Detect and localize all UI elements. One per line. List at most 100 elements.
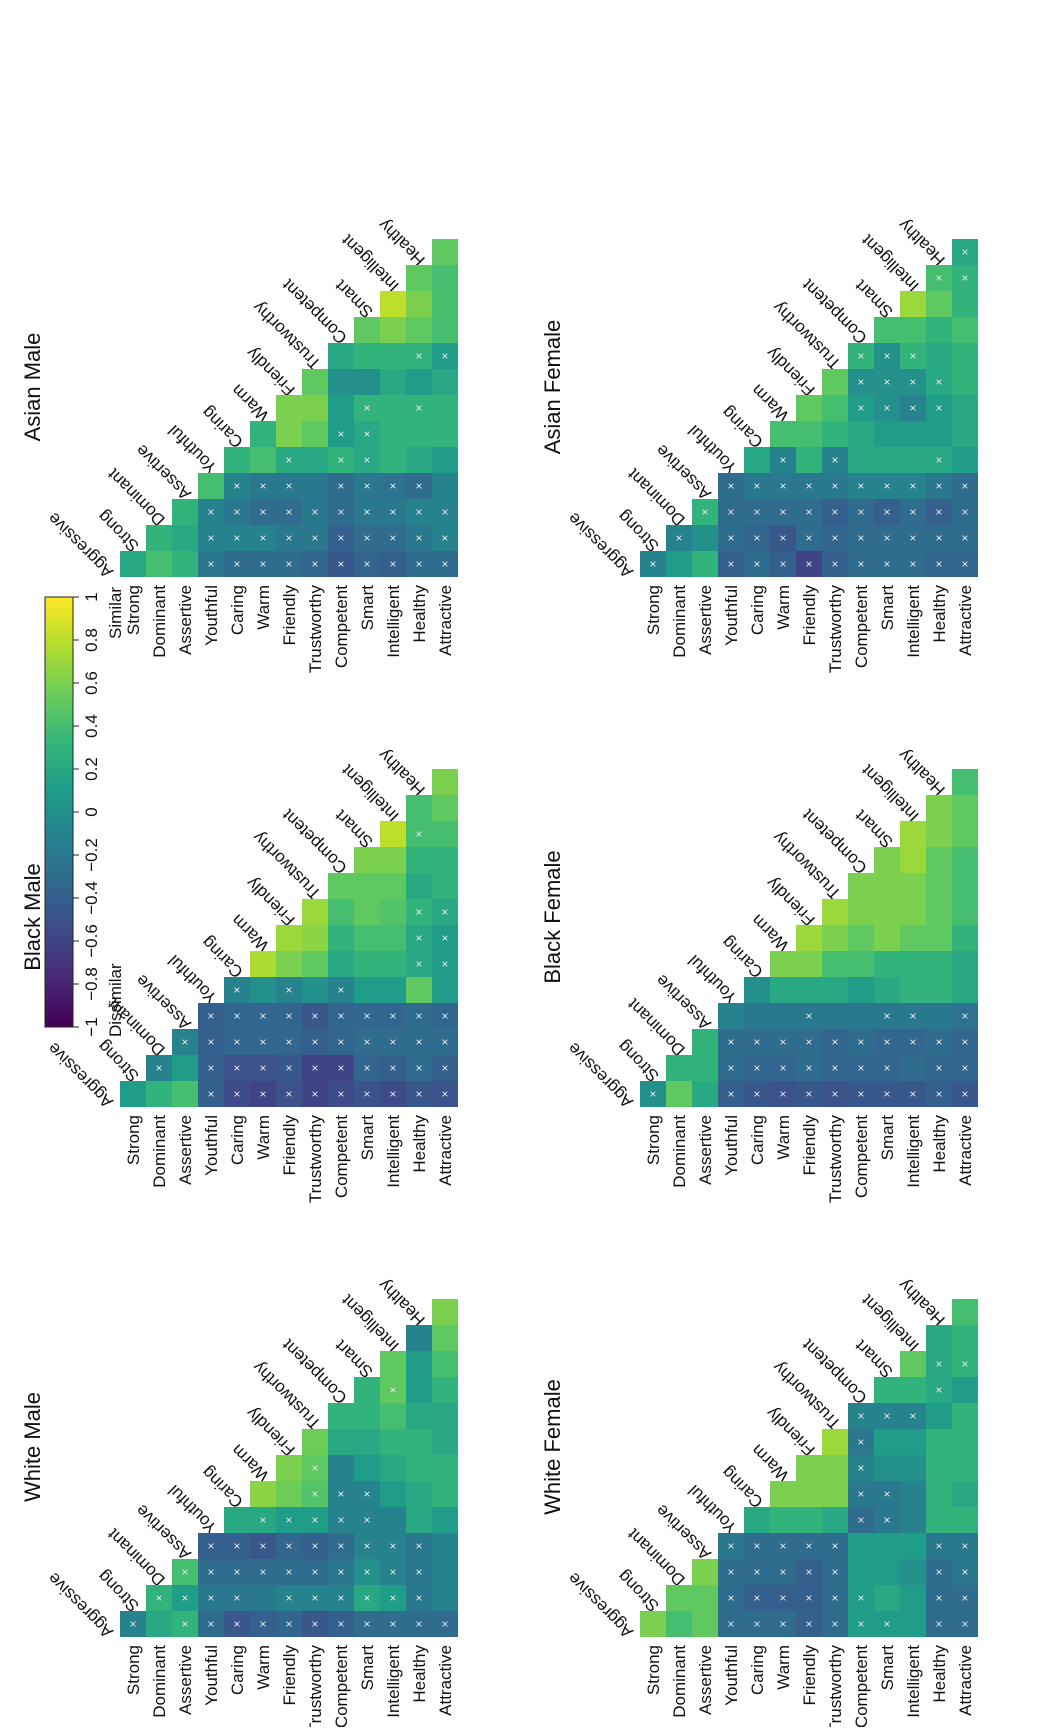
heatmap-cell (718, 1559, 744, 1585)
heatmap-cell (432, 821, 458, 847)
significance-marker: × (880, 1012, 894, 1019)
significance-marker: × (958, 1594, 972, 1601)
column-label: Caring (718, 403, 767, 452)
heatmap-cell (692, 1611, 718, 1637)
heatmap-cell (328, 499, 354, 525)
heatmap-cell (952, 395, 978, 421)
column-label: Warm (748, 1441, 793, 1486)
heatmap-cell (874, 1585, 900, 1611)
significance-marker: × (412, 1090, 426, 1097)
heatmap-cell (952, 795, 978, 821)
heatmap-cell (952, 239, 978, 265)
heatmap-cell (952, 369, 978, 395)
heatmap-cell (224, 1055, 250, 1081)
heatmap-cell (952, 447, 978, 473)
heatmap-cell (848, 447, 874, 473)
significance-marker: × (776, 1620, 790, 1627)
heatmap-cell (172, 551, 198, 577)
heatmap-cell (354, 1507, 380, 1533)
heatmap-cell (224, 977, 250, 1003)
heatmap-cell (302, 1081, 328, 1107)
heatmap-cell (380, 873, 406, 899)
heatmap-cell (354, 1481, 380, 1507)
significance-marker: × (958, 482, 972, 489)
significance-marker: × (178, 1568, 192, 1575)
heatmap-cell (380, 395, 406, 421)
heatmap-cell (406, 1455, 432, 1481)
panel-title: Asian Male (20, 333, 45, 442)
significance-marker: × (750, 1038, 764, 1045)
heatmap-cell (380, 1029, 406, 1055)
column-label: Strong (94, 1037, 143, 1086)
heatmap-cell (432, 977, 458, 1003)
heatmap-cell (952, 1055, 978, 1081)
heatmap-cell (302, 1029, 328, 1055)
row-label: Healthy (410, 1645, 429, 1703)
significance-marker: × (854, 482, 868, 489)
significance-marker: × (334, 1594, 348, 1601)
heatmap-cell (276, 499, 302, 525)
heatmap-cell (952, 317, 978, 343)
significance-marker: × (412, 1012, 426, 1019)
significance-marker: × (828, 508, 842, 515)
significance-marker: × (802, 534, 816, 541)
heatmap-cell (848, 951, 874, 977)
colorbar-tick-label: 0.2 (82, 757, 101, 781)
heatmap-cell (848, 551, 874, 577)
significance-marker: × (256, 534, 270, 541)
heatmap-cell (354, 1081, 380, 1107)
heatmap-cell (276, 1507, 302, 1533)
significance-marker: × (828, 1090, 842, 1097)
significance-marker: × (698, 508, 712, 515)
column-label: Healthy (894, 745, 949, 800)
heatmap-cell (900, 369, 926, 395)
heatmap-cell (406, 1055, 432, 1081)
heatmap-cell (744, 1003, 770, 1029)
significance-marker: × (178, 1038, 192, 1045)
heatmap-cell (432, 473, 458, 499)
heatmap-cell (432, 1299, 458, 1325)
heatmap-cell (796, 395, 822, 421)
panel-white-female: White Female Strong Dominant Assertive Youth… (540, 1275, 978, 1732)
significance-marker: × (854, 560, 868, 567)
significance-marker: × (412, 934, 426, 941)
heatmap-cell (796, 1081, 822, 1107)
significance-marker: × (438, 960, 452, 967)
significance-marker: × (386, 482, 400, 489)
heatmap-cell (406, 1611, 432, 1637)
heatmap-cell (770, 447, 796, 473)
row-label: Attractive (436, 585, 455, 656)
heatmap-cell (796, 1611, 822, 1637)
significance-marker: × (204, 1090, 218, 1097)
column-label: Caring (198, 933, 247, 982)
heatmap-cell (952, 1559, 978, 1585)
significance-marker: × (308, 560, 322, 567)
heatmap-cell (692, 1029, 718, 1055)
significance-marker: × (308, 1516, 322, 1523)
heatmap-cell (926, 1377, 952, 1403)
significance-marker: × (776, 482, 790, 489)
heatmap-cell (432, 1455, 458, 1481)
heatmap-cell (302, 447, 328, 473)
significance-marker: × (932, 1568, 946, 1575)
heatmap-cell (952, 291, 978, 317)
heatmap-cell (874, 421, 900, 447)
significance-marker: × (412, 404, 426, 411)
heatmap-cell (432, 847, 458, 873)
significance-marker: × (828, 534, 842, 541)
row-label: Strong (644, 585, 663, 635)
heatmap-cell (406, 1081, 432, 1107)
heatmap-cell (120, 1081, 146, 1107)
heatmap-cell (926, 525, 952, 551)
significance-marker: × (256, 1568, 270, 1575)
significance-marker: × (724, 1542, 738, 1549)
significance-marker: × (308, 1038, 322, 1045)
row-label: Warm (254, 1115, 273, 1160)
heatmap-cell (172, 1559, 198, 1585)
heatmap-cell (172, 1611, 198, 1637)
row-label: Dominant (150, 1115, 169, 1188)
row-label: Caring (228, 1115, 247, 1165)
heatmap-cell (926, 873, 952, 899)
significance-marker: × (776, 1568, 790, 1575)
heatmap-cell (900, 821, 926, 847)
